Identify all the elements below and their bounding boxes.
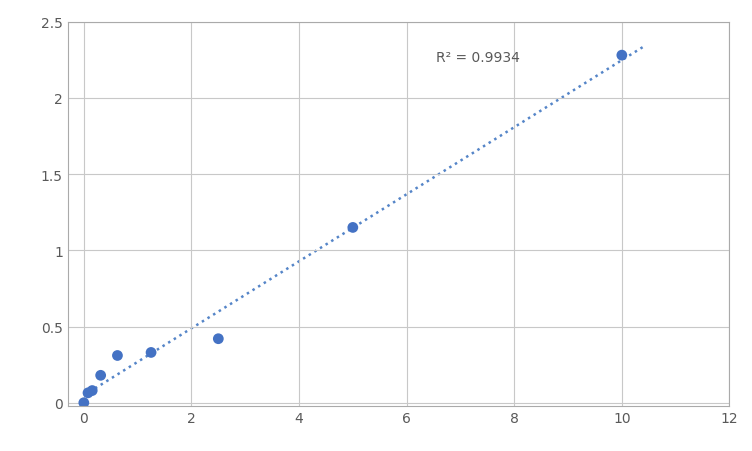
Point [212, 336, 224, 343]
Point [82, 389, 94, 396]
Point [111, 352, 123, 359]
Point [86, 387, 99, 394]
Point [347, 224, 359, 231]
Point [95, 372, 107, 379]
Point [616, 52, 628, 60]
Point [145, 349, 157, 356]
Point [77, 399, 89, 406]
Text: R² = 0.9934: R² = 0.9934 [436, 51, 520, 65]
